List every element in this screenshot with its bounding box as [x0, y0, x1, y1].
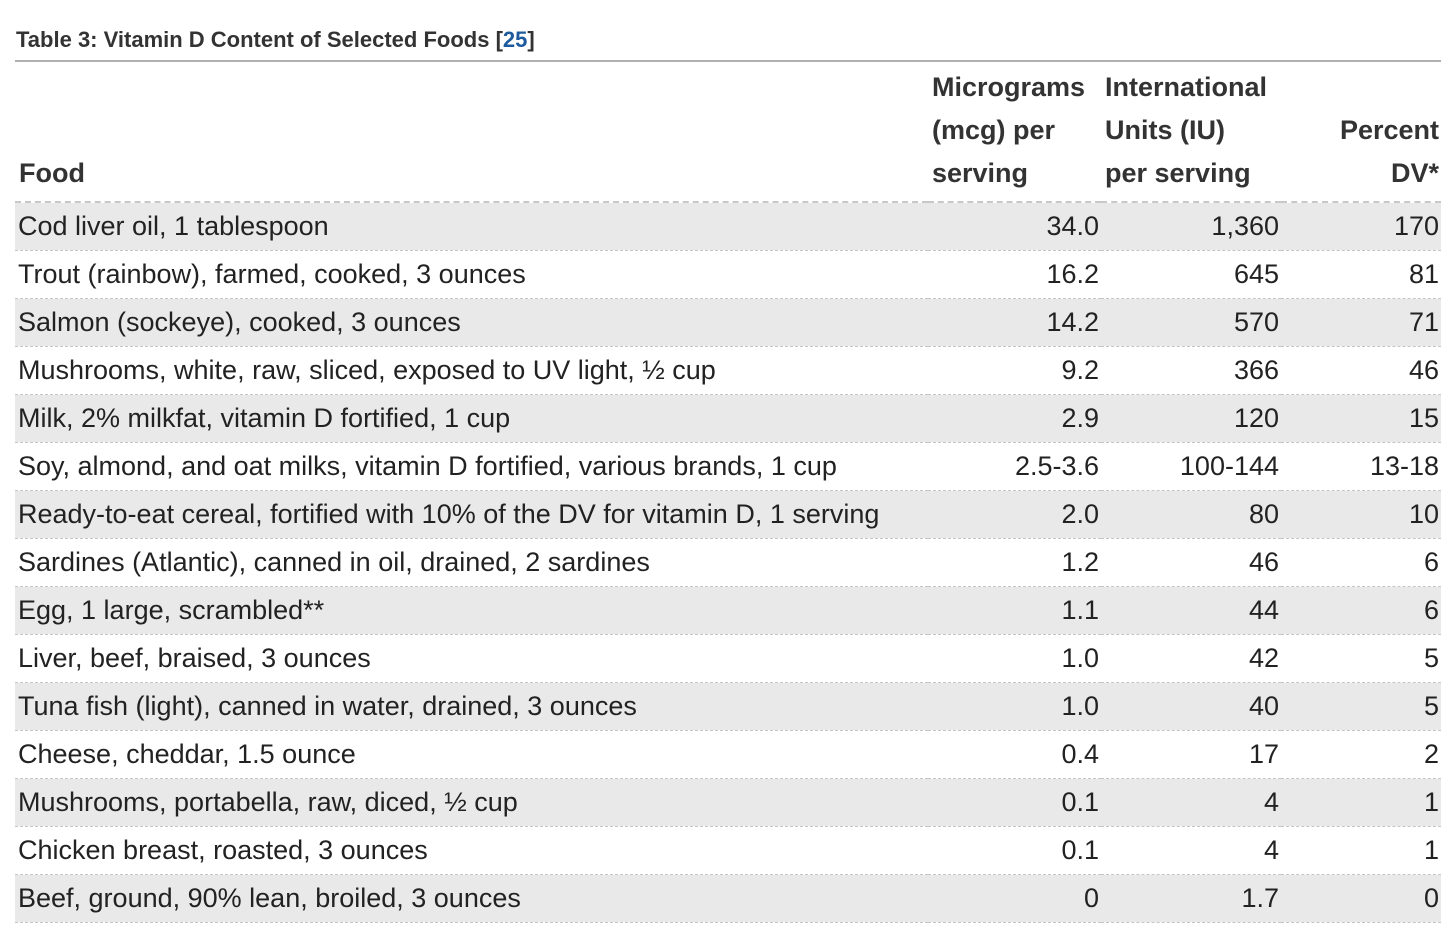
- food-cell: Milk, 2% milkfat, vitamin D fortified, 1…: [15, 394, 928, 443]
- table-row: Mushrooms, portabella, raw, diced, ½ cup…: [15, 778, 1441, 827]
- table-row: Beef, ground, 90% lean, broiled, 3 ounce…: [15, 874, 1441, 923]
- international-units-cell: 40: [1101, 682, 1281, 731]
- table-caption: Table 3: Vitamin D Content of Selected F…: [15, 22, 1441, 62]
- international-units-cell: 4: [1101, 826, 1281, 875]
- micrograms-cell: 0: [928, 874, 1101, 923]
- table-row: Liver, beef, braised, 3 ounces 1.0 42 5: [15, 634, 1441, 683]
- percent-dv-cell: 1: [1281, 778, 1441, 827]
- caption-text: Table 3: Vitamin D Content of Selected F…: [16, 27, 503, 52]
- micrograms-cell: 0.1: [928, 778, 1101, 827]
- percent-dv-cell: 5: [1281, 682, 1441, 731]
- micrograms-cell: 2.0: [928, 490, 1101, 539]
- food-cell: Mushrooms, white, raw, sliced, exposed t…: [15, 346, 928, 395]
- table-row: Sardines (Atlantic), canned in oil, drai…: [15, 538, 1441, 587]
- table-row: Trout (rainbow), farmed, cooked, 3 ounce…: [15, 250, 1441, 299]
- table-row: Ready-to-eat cereal, fortified with 10% …: [15, 490, 1441, 539]
- percent-dv-cell: 10: [1281, 490, 1441, 539]
- food-cell: Egg, 1 large, scrambled**: [15, 586, 928, 635]
- table-row: Mushrooms, white, raw, sliced, exposed t…: [15, 346, 1441, 395]
- micrograms-cell: 1.2: [928, 538, 1101, 587]
- international-units-cell: 570: [1101, 298, 1281, 347]
- percent-dv-cell: 6: [1281, 586, 1441, 635]
- vitamin-d-table: Food Micrograms (mcg) per serving Internat…: [15, 62, 1441, 923]
- table-row: Salmon (sockeye), cooked, 3 ounces 14.2 57…: [15, 298, 1441, 347]
- table-row: Chicken breast, roasted, 3 ounces 0.1 4 1: [15, 826, 1441, 875]
- percent-dv-cell: 13-18: [1281, 442, 1441, 491]
- table-row: Cod liver oil, 1 tablespoon 34.0 1,360 170: [15, 202, 1441, 251]
- percent-dv-cell: 15: [1281, 394, 1441, 443]
- food-cell: Mushrooms, portabella, raw, diced, ½ cup: [15, 778, 928, 827]
- vitamin-d-table-container: Table 3: Vitamin D Content of Selected F…: [15, 22, 1441, 923]
- micrograms-cell: 2.5-3.6: [928, 442, 1101, 491]
- table-body: Cod liver oil, 1 tablespoon 34.0 1,360 170 T…: [15, 202, 1441, 923]
- food-cell: Tuna fish (light), canned in water, drai…: [15, 682, 928, 731]
- percent-dv-cell: 1: [1281, 826, 1441, 875]
- table-row: Soy, almond, and oat milks, vitamin D fo…: [15, 442, 1441, 491]
- table-row: Milk, 2% milkfat, vitamin D fortified, 1…: [15, 394, 1441, 443]
- food-cell: Cod liver oil, 1 tablespoon: [15, 202, 928, 251]
- international-units-cell: 46: [1101, 538, 1281, 587]
- food-cell: Salmon (sockeye), cooked, 3 ounces: [15, 298, 928, 347]
- food-cell: Ready-to-eat cereal, fortified with 10% …: [15, 490, 928, 539]
- micrograms-cell: 14.2: [928, 298, 1101, 347]
- food-cell: Soy, almond, and oat milks, vitamin D fo…: [15, 442, 928, 491]
- micrograms-cell: 1.0: [928, 634, 1101, 683]
- micrograms-cell: 1.0: [928, 682, 1101, 731]
- percent-dv-cell: 71: [1281, 298, 1441, 347]
- micrograms-cell: 1.1: [928, 586, 1101, 635]
- percent-dv-cell: 6: [1281, 538, 1441, 587]
- food-cell: Cheese, cheddar, 1.5 ounce: [15, 730, 928, 779]
- table-row: Cheese, cheddar, 1.5 ounce 0.4 17 2: [15, 730, 1441, 779]
- header-percent-dv: Percent DV*: [1281, 62, 1441, 203]
- international-units-cell: 42: [1101, 634, 1281, 683]
- micrograms-cell: 9.2: [928, 346, 1101, 395]
- international-units-cell: 80: [1101, 490, 1281, 539]
- percent-dv-cell: 46: [1281, 346, 1441, 395]
- international-units-cell: 44: [1101, 586, 1281, 635]
- percent-dv-cell: 2: [1281, 730, 1441, 779]
- food-cell: Beef, ground, 90% lean, broiled, 3 ounce…: [15, 874, 928, 923]
- international-units-cell: 366: [1101, 346, 1281, 395]
- table-row: Tuna fish (light), canned in water, drai…: [15, 682, 1441, 731]
- international-units-cell: 120: [1101, 394, 1281, 443]
- international-units-cell: 17: [1101, 730, 1281, 779]
- header-food: Food: [15, 62, 928, 203]
- caption-close-bracket: ]: [527, 27, 535, 52]
- percent-dv-cell: 81: [1281, 250, 1441, 299]
- header-row: Food Micrograms (mcg) per serving Internat…: [15, 62, 1441, 203]
- international-units-cell: 4: [1101, 778, 1281, 827]
- micrograms-cell: 0.4: [928, 730, 1101, 779]
- food-cell: Sardines (Atlantic), canned in oil, drai…: [15, 538, 928, 587]
- header-micrograms: Micrograms (mcg) per serving: [928, 62, 1101, 203]
- micrograms-cell: 2.9: [928, 394, 1101, 443]
- food-cell: Liver, beef, braised, 3 ounces: [15, 634, 928, 683]
- international-units-cell: 1,360: [1101, 202, 1281, 251]
- percent-dv-cell: 5: [1281, 634, 1441, 683]
- reference-link[interactable]: 25: [502, 27, 528, 52]
- table-row: Egg, 1 large, scrambled** 1.1 44 6: [15, 586, 1441, 635]
- international-units-cell: 1.7: [1101, 874, 1281, 923]
- percent-dv-cell: 0: [1281, 874, 1441, 923]
- header-international-units: International Units (IU) per serving: [1101, 62, 1281, 203]
- percent-dv-cell: 170: [1281, 202, 1441, 251]
- food-cell: Chicken breast, roasted, 3 ounces: [15, 826, 928, 875]
- food-cell: Trout (rainbow), farmed, cooked, 3 ounce…: [15, 250, 928, 299]
- international-units-cell: 645: [1101, 250, 1281, 299]
- micrograms-cell: 16.2: [928, 250, 1101, 299]
- micrograms-cell: 0.1: [928, 826, 1101, 875]
- international-units-cell: 100-144: [1101, 442, 1281, 491]
- micrograms-cell: 34.0: [928, 202, 1101, 251]
